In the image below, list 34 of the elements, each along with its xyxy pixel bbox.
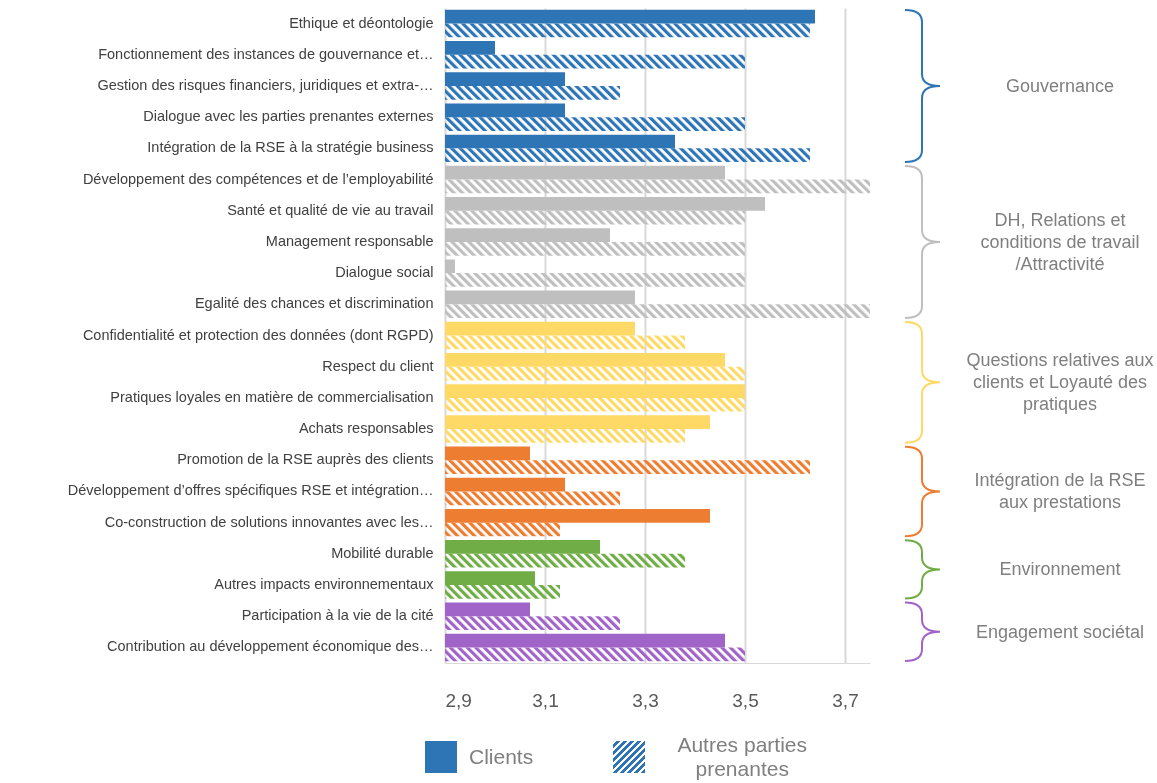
y-tick-label: Intégration de la RSE à la stratégie business: [147, 139, 434, 156]
y-tick-label: Mobilité durable: [331, 544, 434, 561]
y-tick-label: Participation à la vie de la cité: [241, 607, 434, 624]
y-tick-label: Gestion des risques financiers, juridiques et extra-…: [97, 76, 434, 93]
y-tick-label: Egalité des chances et discrimination: [194, 295, 434, 312]
y-tick-label: Respect du client: [322, 357, 434, 374]
y-tick-label: Promotion de la RSE auprès des clients: [177, 451, 434, 468]
x-tick-label: 3,3: [632, 689, 659, 711]
y-tick-label: Développement d’offres spécifiques RSE et intégration…: [67, 482, 434, 499]
text: Engagement sociétal: [974, 620, 1146, 643]
y-tick-label: Co-construction de solutions innovantes avec les…: [104, 513, 434, 530]
y-tick-label: Santé et qualité de vie au travail: [227, 201, 434, 218]
text: Gouvernance: [1004, 74, 1116, 97]
x-tick-label: 2,9: [445, 689, 472, 711]
y-tick-label: Management responsable: [265, 232, 434, 249]
y-tick-label: Dialogue avec les parties prenantes externes: [143, 108, 434, 125]
y-tick-label: Développement des compétences et de l’employabilité: [82, 170, 434, 187]
text: Questions relatives aux clients et Loyauté des pratiques: [965, 349, 1155, 416]
y-tick-label: Ethique et déontologie: [289, 14, 434, 31]
y-tick-label: Dialogue social: [335, 264, 434, 281]
y-tick-label: Pratiques loyales en matière de commercialisation: [110, 388, 434, 405]
text: DH, Relations et conditions de travail /Attractivité: [979, 208, 1141, 275]
text: Environnement: [998, 558, 1122, 581]
y-tick-label: Fonctionnement des instances de gouvernance et…: [98, 45, 434, 62]
y-tick-label: Achats responsables: [298, 420, 434, 437]
legend-label: Clients: [469, 745, 534, 769]
x-tick-label: 3,7: [832, 689, 859, 711]
x-tick-label: 3,1: [532, 689, 559, 711]
y-tick-label: Contribution au développement économique des…: [107, 638, 434, 655]
y-tick-label: Confidentialité et protection des données (dont RGPD): [82, 326, 434, 343]
text: Intégration de la RSE aux prestations: [973, 469, 1147, 514]
x-tick-label: 3,5: [732, 689, 759, 711]
legend-label: Autres parties prenantes: [676, 733, 808, 781]
y-tick-label: Autres impacts environnementaux: [214, 576, 435, 593]
